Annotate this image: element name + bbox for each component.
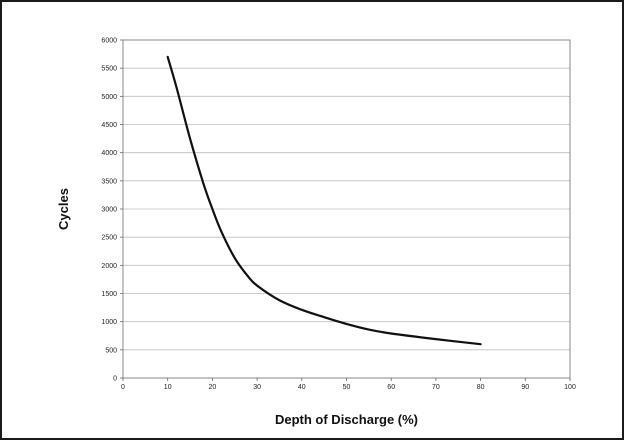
y-tick-label: 1500: [101, 291, 117, 298]
y-tick-label: 3000: [101, 207, 117, 214]
series-layer: [166, 55, 482, 346]
x-tick-label: 20: [209, 384, 217, 391]
y-tick-label: 0: [113, 376, 117, 383]
series-line-0: [166, 55, 482, 346]
y-tick-label: 3500: [101, 178, 117, 185]
x-axis-ticks: 0 10 20 30 40 50 60 70 80 90 100: [121, 378, 576, 391]
y-axis-title: Cycles: [56, 188, 71, 230]
y-tick-label: 500: [105, 347, 117, 354]
y-tick-label: 6000: [101, 38, 117, 45]
x-tick-label: 60: [387, 384, 395, 391]
y-tick-label: 1000: [101, 319, 117, 326]
x-tick-label: 80: [477, 384, 485, 391]
y-tick-label: 2000: [101, 263, 117, 270]
x-tick-label: 10: [164, 384, 172, 391]
x-tick-label: 30: [253, 384, 261, 391]
x-tick-label: 70: [432, 384, 440, 391]
y-tick-label: 5000: [101, 94, 117, 101]
y-tick-label: 4000: [101, 150, 117, 157]
y-tick-label: 5500: [101, 66, 117, 73]
x-tick-label: 50: [343, 384, 351, 391]
x-tick-label: 100: [564, 384, 576, 391]
x-axis-title: Depth of Discharge (%): [275, 412, 418, 427]
x-tick-label: 40: [298, 384, 306, 391]
grid-layer: [123, 67, 570, 351]
x-tick-label: 90: [521, 384, 529, 391]
y-axis-ticks: 0 500 1000 1500 2000 2500 3000 3500 4000 4500 5000…: [101, 38, 123, 383]
x-tick-label: 0: [121, 384, 125, 391]
y-tick-label: 2500: [101, 235, 117, 242]
y-tick-label: 4500: [101, 122, 117, 129]
